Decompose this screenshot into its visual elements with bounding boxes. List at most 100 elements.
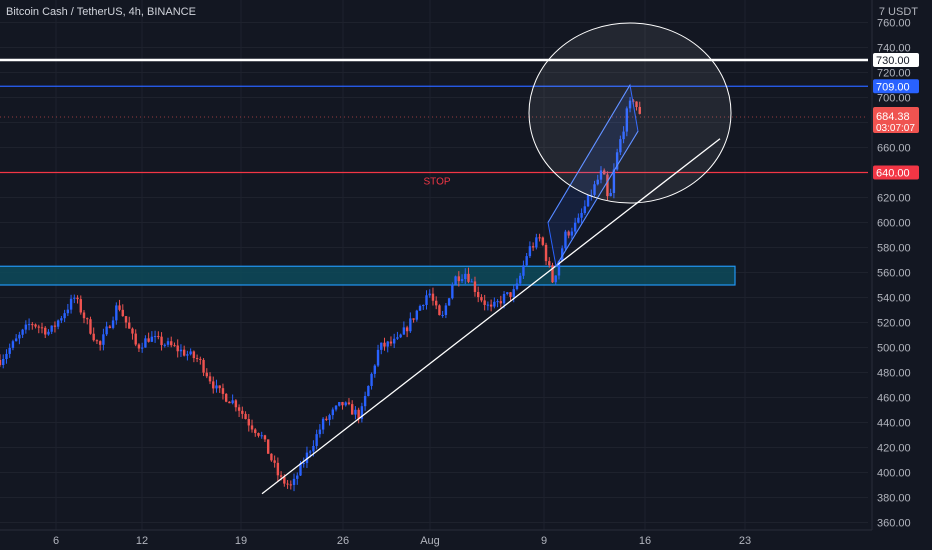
channel-upper-line[interactable] <box>547 84 631 223</box>
candle-body <box>596 179 599 185</box>
time-tick-label[interactable]: 16 <box>639 535 651 547</box>
price-tick-label[interactable]: 420.00 <box>877 443 911 455</box>
candle-body <box>418 306 422 311</box>
candle <box>208 372 212 385</box>
candle-body <box>289 484 292 486</box>
candle <box>305 446 309 468</box>
time-tick-label[interactable]: 26 <box>337 535 349 547</box>
price-tick-label[interactable]: 600.00 <box>877 218 911 230</box>
price-tick-label[interactable]: 620.00 <box>877 193 911 205</box>
candle-body <box>266 439 270 454</box>
price-tick-label[interactable]: 520.00 <box>877 318 911 330</box>
resistance-709-price-tag[interactable] <box>873 79 919 94</box>
resistance-730-price-label[interactable]: 730.00 <box>876 55 910 67</box>
candle-body <box>231 400 234 404</box>
candle <box>40 322 44 334</box>
candle-body <box>476 291 480 298</box>
candle <box>228 401 231 404</box>
candle-body <box>331 409 334 416</box>
candle <box>231 394 234 405</box>
price-tick-label[interactable]: 360.00 <box>877 518 911 530</box>
channel-lower-line[interactable] <box>555 130 639 267</box>
price-tick-label[interactable]: 380.00 <box>877 493 911 505</box>
price-tick-label[interactable]: 440.00 <box>877 418 911 430</box>
stop-640-price-tag[interactable] <box>873 165 919 180</box>
candle-body <box>8 347 11 354</box>
candle <box>11 339 15 351</box>
candle <box>412 318 415 323</box>
candle <box>24 320 28 334</box>
resistance-730-price-tag[interactable] <box>873 53 919 67</box>
candle <box>515 278 519 291</box>
candle <box>519 272 522 286</box>
price-tick-label[interactable]: 700.00 <box>877 93 911 105</box>
price-tick-label[interactable]: 400.00 <box>877 468 911 480</box>
candle <box>331 407 334 420</box>
candle <box>431 287 435 306</box>
candle-body <box>467 273 470 282</box>
price-tick-label[interactable]: 580.00 <box>877 243 911 255</box>
support-zone-rect[interactable] <box>0 265 736 286</box>
drawings[interactable] <box>261 22 732 495</box>
price-tick-label[interactable]: 540.00 <box>877 293 911 305</box>
candle <box>380 342 383 355</box>
price-tick-label[interactable]: 720.00 <box>877 68 911 80</box>
candle <box>418 304 422 311</box>
price-tick-label[interactable]: 480.00 <box>877 368 911 380</box>
candle <box>241 406 244 419</box>
support-trendline[interactable] <box>261 138 721 495</box>
candle <box>486 301 490 311</box>
price-tick-label[interactable]: 760.00 <box>877 18 911 30</box>
highlight-circle[interactable] <box>528 22 732 204</box>
support-zone[interactable] <box>0 265 736 286</box>
currency-unit-label[interactable]: 7 USDT <box>878 6 918 18</box>
candle <box>531 242 535 251</box>
candle <box>548 257 551 268</box>
candle-body <box>338 402 341 406</box>
candle-body <box>409 318 412 332</box>
horizontal-levels[interactable]: STOP <box>0 58 868 188</box>
candle <box>376 344 380 368</box>
price-tick-label[interactable]: 500.00 <box>877 343 911 355</box>
candle-countdown-label[interactable]: 03:07:07 <box>876 123 915 134</box>
price-tick-label[interactable]: 560.00 <box>877 268 911 280</box>
price-tick-label[interactable]: 660.00 <box>877 143 911 155</box>
candle <box>47 329 50 336</box>
candle-body <box>105 326 108 335</box>
resistance-709-price-label[interactable]: 709.00 <box>876 81 910 93</box>
candle <box>144 335 147 348</box>
candle <box>111 316 115 330</box>
time-tick-label[interactable]: Aug <box>420 535 440 547</box>
candle-body <box>224 393 228 402</box>
candle <box>396 331 399 340</box>
candle <box>170 336 173 348</box>
time-tick-label[interactable]: 19 <box>235 535 247 547</box>
candle <box>470 278 473 283</box>
candle-body <box>619 139 622 153</box>
candle-body <box>18 334 21 339</box>
candle-body <box>376 349 380 366</box>
time-tick-label[interactable]: 23 <box>739 535 751 547</box>
price-tick-label[interactable]: 460.00 <box>877 393 911 405</box>
candle <box>422 304 425 310</box>
symbol-title[interactable]: Bitcoin Cash / TetherUS, 4h, BINANCE <box>6 6 196 18</box>
candle <box>638 101 641 115</box>
candle <box>392 333 396 349</box>
current-price-label[interactable]: 684.38 <box>876 111 910 123</box>
candle <box>257 432 260 438</box>
current-price-tag[interactable] <box>873 107 919 134</box>
candle-body <box>73 297 76 299</box>
time-tick-label[interactable]: 6 <box>53 535 59 547</box>
time-tick-label[interactable]: 12 <box>136 535 148 547</box>
time-tick-label[interactable]: 9 <box>541 535 547 547</box>
price-tick-label[interactable]: 740.00 <box>877 43 911 55</box>
time-axis-background <box>0 530 932 550</box>
candle-body <box>625 108 629 132</box>
candle <box>157 331 160 340</box>
candle <box>163 343 166 348</box>
candle <box>140 342 144 353</box>
stop-640-price-label[interactable]: 640.00 <box>876 168 910 180</box>
